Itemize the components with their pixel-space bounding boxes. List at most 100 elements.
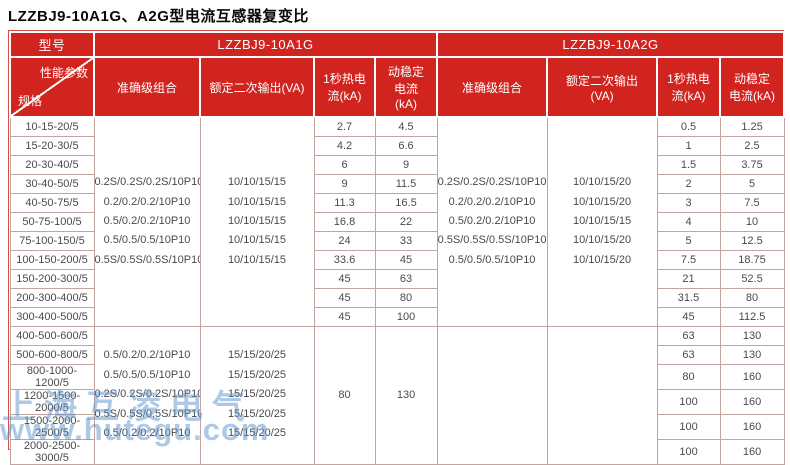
accuracy-line: 0.5/0.5/0.5/10P10 [103,368,191,381]
model-label-cell: 型号 [9,31,95,58]
diagonal-corner-cell: 性能参数 规格 [9,56,95,118]
table-row: 15-20-30/5 4.2 6.6 1 2.5 [9,135,785,156]
a2g-thermal-cell: 63 [656,344,721,365]
a1g-dynamic-cell: 100 [374,306,438,327]
spec-cell: 400-500-600/5 [9,325,95,346]
spec-cell: 15-20-30/5 [9,135,95,156]
a1g-dynamic-cell: 33 [374,230,438,251]
spec-cell: 200-300-400/5 [9,287,95,308]
a2g-thermal-cell: 63 [656,325,721,346]
a1g-thermal-header: 1秒热电流(kA) [313,56,376,118]
a2g-thermal-cell: 3 [656,192,721,213]
output-line: 10/10/15/15 [227,195,287,208]
ratio-table-container: 型号 LZZBJ9-10A1G LZZBJ9-10A2G 性能参数 规格 准确级… [8,30,786,465]
group-a1g-header: LZZBJ9-10A1G [92,31,439,58]
spec-cell: 300-400-500/5 [9,306,95,327]
a2g-thermal-cell: 100 [656,438,721,465]
a1g-accuracy-header: 准确级组合 [93,56,201,118]
output-line: 10/10/15/15 [227,234,287,247]
table-row: 200-300-400/5 45 80 31.5 80 [9,287,785,308]
spec-cell: 800-1000-1200/5 [9,363,95,390]
output-line: 10/10/15/20 [572,176,632,189]
header-row-models: 型号 LZZBJ9-10A1G LZZBJ9-10A2G [9,31,786,58]
table-row: 300-400-500/5 45 100 45 112.5 [9,306,785,327]
header-row-columns: 性能参数 规格 准确级组合 额定二次输出(VA) 1秒热电流(kA) 动稳定电流… [9,56,786,118]
a2g-thermal-cell: 1.5 [656,154,721,175]
output-line: 15/15/20/25 [227,368,287,381]
a2g-thermal-cell: 21 [656,268,721,289]
a2g-dynamic-cell: 12.5 [719,230,785,251]
a2g-dynamic-cell: 112.5 [719,306,785,327]
a2g-dynamic-cell: 160 [719,438,785,465]
a1g-dynamic-cell: 11.5 [374,173,438,194]
a2g-dynamic-cell: 5 [719,173,785,194]
a2g-thermal-cell: 4 [656,211,721,232]
table-row: 500-600-800/5 63 130 [9,344,785,365]
table-row: 75-100-150/5 24 33 5 12.5 [9,230,785,251]
a2g-dynamic-cell: 7.5 [719,192,785,213]
a2g-thermal-header: 1秒热电流(kA) [656,56,722,118]
a2g-dynamic-cell: 52.5 [719,268,785,289]
a2g-accuracy-group-top: 0.2S/0.2S/0.2S/10P10 0.2/0.2/0.2/10P10 0… [436,116,548,327]
output-line: 10/10/15/20 [572,234,632,247]
output-line: 10/10/15/20 [572,195,632,208]
spec-cell: 500-600-800/5 [9,344,95,365]
a1g-thermal-cell: 4.2 [313,135,376,156]
table-row: 50-75-100/5 16.8 22 4 10 [9,211,785,232]
a1g-dynamic-group-bottom: 130 [374,325,438,465]
a1g-output-group-top: 10/10/15/15 10/10/15/15 10/10/15/15 10/1… [199,116,315,327]
output-line: 15/15/20/25 [227,388,287,401]
accuracy-line: 0.5/0.2/0.2/10P10 [103,427,191,440]
accuracy-line: 0.2S/0.2S/0.2S/10P10 [437,176,547,189]
accuracy-line: 0.5S/0.5S/0.5S/10P10 [437,234,547,247]
a1g-thermal-cell: 9 [313,173,376,194]
a2g-dynamic-cell: 3.75 [719,154,785,175]
ratio-table: 型号 LZZBJ9-10A1G LZZBJ9-10A2G 性能参数 规格 准确级… [9,31,786,465]
accuracy-line: 0.2/0.2/0.2/10P10 [103,195,191,208]
a1g-dynamic-cell: 22 [374,211,438,232]
accuracy-line: 0.5S/0.5S/0.5S/10P10 [94,253,200,266]
a2g-dynamic-cell: 10 [719,211,785,232]
table-row: 20-30-40/5 6 9 1.5 3.75 [9,154,785,175]
a1g-thermal-cell: 45 [313,306,376,327]
a1g-output-header: 额定二次输出(VA) [199,56,315,118]
a2g-thermal-cell: 0.5 [656,116,721,137]
a2g-output-group-bottom-empty [546,325,658,465]
output-line: 10/10/15/15 [572,215,632,228]
output-line: 15/15/20/25 [227,427,287,440]
a2g-thermal-cell: 2 [656,173,721,194]
output-line: 10/10/15/15 [227,215,287,228]
a2g-thermal-cell: 100 [656,413,721,440]
a1g-thermal-cell: 33.6 [313,249,376,270]
param-label: 性能参数 [39,66,88,80]
accuracy-line: 0.5/0.2/0.2/10P10 [103,349,191,362]
a1g-dynamic-cell: 6.6 [374,135,438,156]
accuracy-line: 0.5S/0.5S/0.5S/10P10 [94,407,200,420]
a1g-thermal-cell: 45 [313,268,376,289]
a1g-accuracy-group-bottom: 0.5/0.2/0.2/10P10 0.5/0.5/0.5/10P10 0.2S… [93,325,201,465]
a1g-dynamic-cell: 80 [374,287,438,308]
output-line: 15/15/20/25 [227,349,287,362]
a2g-dynamic-cell: 18.75 [719,249,785,270]
spec-cell: 100-150-200/5 [9,249,95,270]
a2g-thermal-cell: 7.5 [656,249,721,270]
page-title: LZZBJ9-10A1G、A2G型电流互感器复变比 [8,8,309,25]
spec-cell: 30-40-50/5 [9,173,95,194]
a1g-dynamic-cell: 45 [374,249,438,270]
accuracy-line: 0.5/0.5/0.5/10P10 [448,253,536,266]
a2g-thermal-cell: 5 [656,230,721,251]
table-row: 10-15-20/5 0.2S/0.2S/0.2S/10P10 0.2/0.2/… [9,116,785,327]
table-row: 400-500-600/5 0.5/0.2/0.2/10P10 0.5/0.5/… [9,325,785,465]
output-line: 10/10/15/20 [572,253,632,266]
table-row: 30-40-50/5 9 11.5 2 5 [9,173,785,194]
a1g-thermal-cell: 6 [313,154,376,175]
spec-cell: 75-100-150/5 [9,230,95,251]
a2g-dynamic-cell: 80 [719,287,785,308]
accuracy-line: 0.5/0.2/0.2/10P10 [103,215,191,228]
a2g-thermal-cell: 31.5 [656,287,721,308]
a2g-accuracy-header: 准确级组合 [436,56,549,118]
a2g-dynamic-cell: 160 [719,413,785,440]
a2g-thermal-cell: 45 [656,306,721,327]
a1g-dynamic-cell: 9 [374,154,438,175]
output-line: 15/15/20/25 [227,407,287,420]
